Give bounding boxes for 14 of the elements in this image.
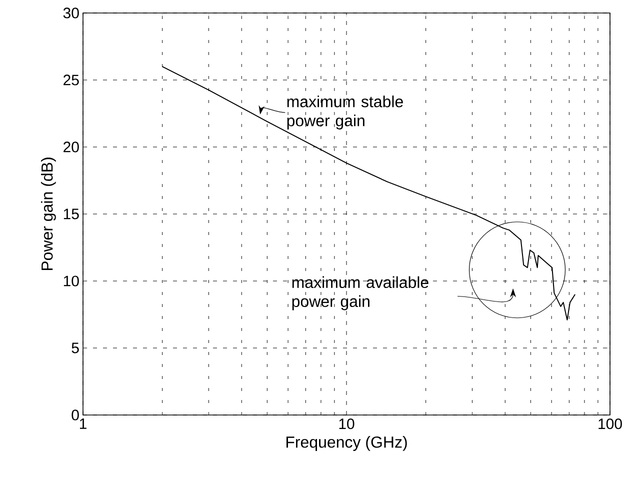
x-tick-label: 1 bbox=[80, 418, 86, 429]
y-tick-label: 30 bbox=[63, 8, 79, 18]
y-tick-label: 0 bbox=[72, 410, 79, 420]
annotation: maximum available power gain bbox=[292, 276, 428, 310]
y-tick-label: 25 bbox=[64, 74, 79, 86]
y-tick-label: 15 bbox=[64, 208, 79, 220]
y-axis-title: Power gain (dB) bbox=[41, 158, 56, 270]
x-tick-label: 10 bbox=[339, 418, 354, 430]
y-tick-label: 5 bbox=[72, 342, 79, 354]
y-tick-label: 20 bbox=[64, 142, 79, 152]
y-tick-label: 10 bbox=[64, 276, 79, 286]
x-axis-title: Frequency (GHz) bbox=[286, 436, 407, 451]
annotation: maximum stable power gain bbox=[287, 96, 403, 130]
x-tick-label: 100 bbox=[598, 418, 622, 430]
